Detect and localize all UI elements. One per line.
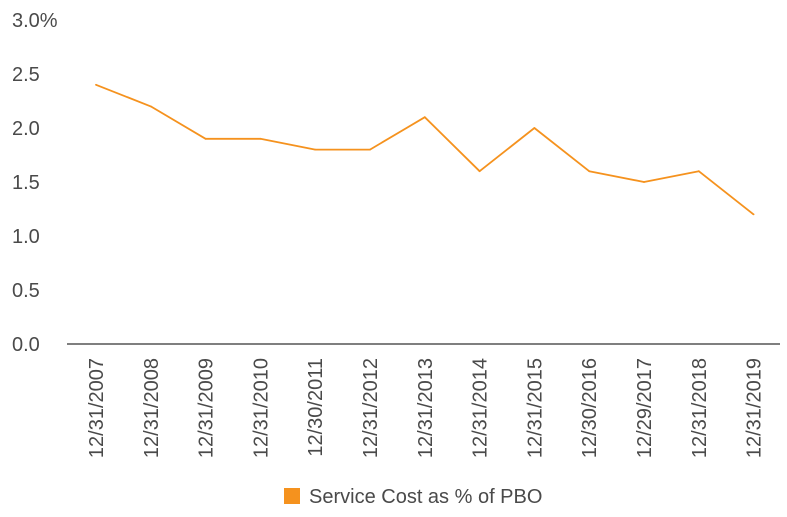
data-point bbox=[204, 137, 207, 140]
data-point bbox=[314, 148, 317, 151]
data-point bbox=[259, 137, 262, 140]
y-tick-label: 2.0 bbox=[12, 118, 40, 140]
x-tick-label: 12/31/2013 bbox=[415, 358, 437, 458]
x-tick-label: 12/31/2014 bbox=[470, 358, 492, 458]
data-point bbox=[478, 170, 481, 173]
x-tick-label: 12/31/2008 bbox=[141, 358, 163, 458]
data-point bbox=[149, 105, 152, 108]
y-tick-label: 2.5 bbox=[12, 64, 40, 86]
data-point bbox=[588, 170, 591, 173]
y-tick-label: 1.5 bbox=[12, 172, 40, 194]
x-tick-label: 12/31/2019 bbox=[744, 358, 766, 458]
data-point bbox=[423, 116, 426, 119]
series-line bbox=[95, 83, 755, 216]
y-tick-label: 0.0 bbox=[12, 334, 40, 356]
data-point bbox=[697, 170, 700, 173]
legend: Service Cost as % of PBO bbox=[284, 486, 542, 508]
x-tick-label: 12/31/2015 bbox=[524, 358, 546, 458]
x-tick-label: 12/31/2009 bbox=[196, 358, 218, 458]
x-tick-label: 12/31/2010 bbox=[250, 358, 272, 458]
x-tick-label: 12/29/2017 bbox=[634, 358, 656, 458]
x-tick-label: 12/30/2016 bbox=[579, 358, 601, 458]
x-tick-label: 12/31/2012 bbox=[360, 358, 382, 458]
y-tick-label: 3.0% bbox=[12, 10, 58, 32]
data-point bbox=[643, 181, 645, 183]
y-tick-label: 1.0 bbox=[12, 226, 40, 248]
x-tick-label: 12/30/2011 bbox=[305, 358, 327, 457]
legend-label: Service Cost as % of PBO bbox=[309, 486, 542, 508]
x-axis-ticks: 12/31/2007 12/31/2008 12/31/2009 12/31/2010… bbox=[86, 358, 766, 458]
data-point bbox=[752, 213, 755, 216]
data-point bbox=[533, 127, 536, 129]
x-tick-label: 12/31/2018 bbox=[689, 358, 711, 458]
legend-swatch bbox=[284, 488, 300, 504]
y-tick-label: 0.5 bbox=[12, 280, 40, 302]
data-point bbox=[369, 148, 371, 151]
x-tick-label: 12/31/2007 bbox=[86, 358, 108, 458]
series-group bbox=[95, 83, 755, 216]
y-axis-ticks: 0.0 0.5 1.0 1.5 2.0 2.5 3.0% bbox=[12, 10, 58, 356]
data-point bbox=[95, 83, 97, 86]
